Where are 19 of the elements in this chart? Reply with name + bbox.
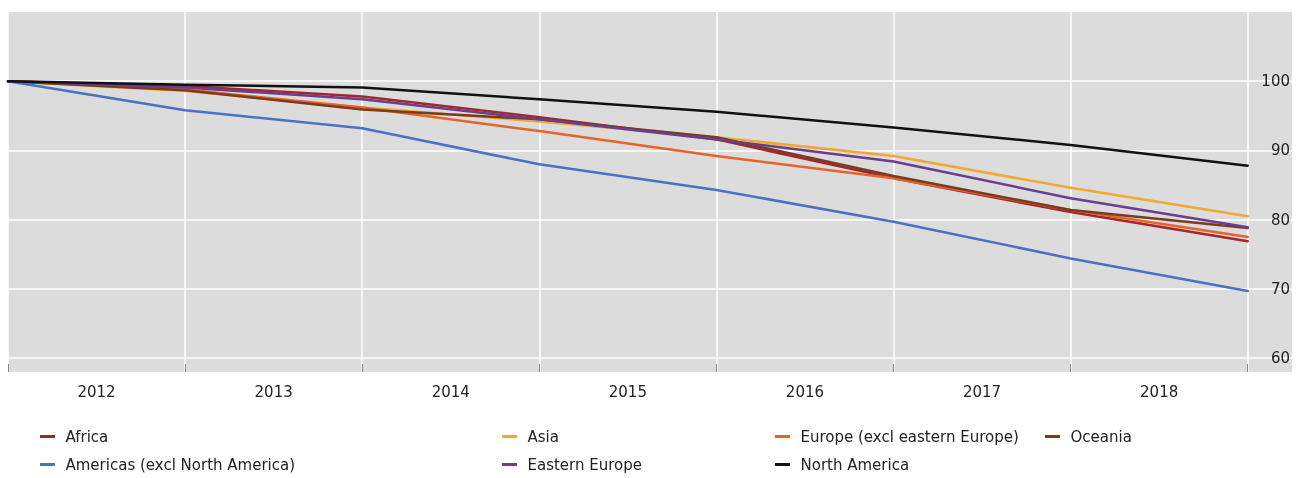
y-tick-label: 70 bbox=[1270, 279, 1290, 298]
legend-label: North America bbox=[800, 455, 910, 474]
x-tick-label: 2015 bbox=[608, 382, 647, 401]
legend-label: Europe (excl eastern Europe) bbox=[800, 427, 1019, 446]
x-tick-label: 2014 bbox=[431, 382, 470, 401]
y-tick-label: 100 bbox=[1261, 72, 1290, 91]
x-tick-label: 2018 bbox=[1140, 382, 1179, 401]
y-tick-label: 60 bbox=[1270, 349, 1290, 368]
legend-label: Africa bbox=[65, 427, 109, 446]
x-tick-label: 2012 bbox=[77, 382, 116, 401]
y-tick-label: 80 bbox=[1270, 210, 1290, 229]
legend-label: Asia bbox=[527, 427, 559, 446]
legend-label: Eastern Europe bbox=[527, 455, 643, 474]
legend-label: Americas (excl North America) bbox=[65, 455, 296, 474]
x-tick-label: 2013 bbox=[254, 382, 293, 401]
legend-label: Oceania bbox=[1070, 427, 1132, 446]
x-tick-label: 2016 bbox=[785, 382, 825, 401]
x-tick-label: 2017 bbox=[962, 382, 1002, 401]
y-tick-label: 90 bbox=[1270, 141, 1290, 160]
